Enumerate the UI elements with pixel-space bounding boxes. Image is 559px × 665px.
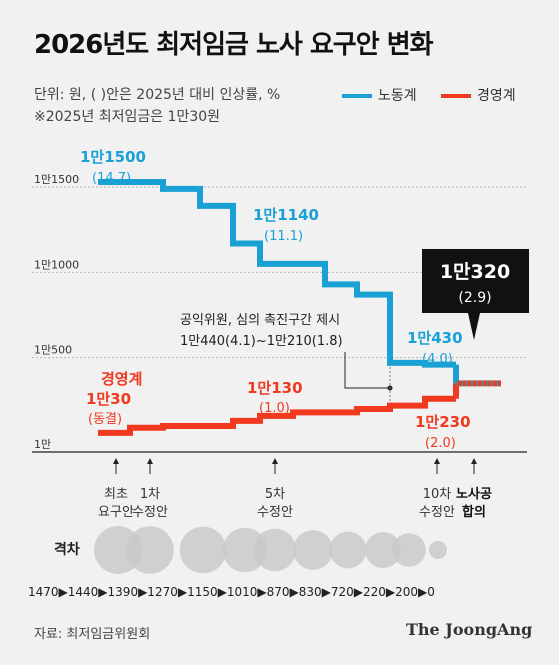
label-labor-10th-rate: (4.0) — [422, 352, 453, 367]
stage-marker-arrow — [113, 458, 119, 464]
y-tick-label: 1만1000 — [34, 258, 79, 271]
label-labor-5th-value: 1만1140 — [253, 206, 319, 224]
base-wage-note: ※2025년 최저임금은 1만30원 — [34, 109, 221, 125]
agreed-stripe-dark — [486, 380, 489, 387]
series-labor-line — [98, 179, 456, 368]
page-title: 2026년도 최저임금 노사 요구안 변화 — [34, 30, 434, 60]
chart-series — [98, 179, 501, 436]
y-tick-label: 1만1500 — [34, 173, 79, 186]
gap-bubble — [222, 527, 268, 573]
agreed-stripe-dark — [456, 380, 459, 387]
brand-logo: The JoongAng — [406, 620, 533, 639]
label-business-5th-rate: (1.0) — [259, 401, 290, 416]
stage-marker-arrow — [434, 458, 440, 464]
gap-bubble — [364, 531, 402, 569]
agreed-stripe-dark — [471, 380, 474, 387]
agreed-callout-box — [422, 249, 529, 313]
stage-label: 수정안 — [132, 505, 168, 520]
stage-marker-arrow — [471, 458, 477, 464]
stage-label: 수정안 — [257, 505, 293, 520]
stage-label: 수정안 — [419, 505, 455, 520]
label-labor-5th-rate: (11.1) — [264, 229, 303, 244]
label-business-first-value: 1만30 — [86, 390, 131, 408]
label-business-10th-value: 1만230 — [415, 413, 471, 431]
stage-label: 요구안 — [98, 505, 134, 520]
label-agreed-value: 1만320 — [440, 261, 510, 283]
label-agreed-rate: (2.9) — [458, 290, 491, 306]
agreed-stripe-dark — [491, 380, 494, 387]
label-labor-10th-value: 1만430 — [407, 329, 463, 347]
gap-bubble — [179, 526, 227, 574]
agreed-stripe-dark — [476, 380, 479, 387]
gap-bubble — [126, 526, 174, 574]
gap-bubble — [293, 530, 333, 570]
agreed-stripe-red — [493, 380, 496, 387]
y-tick-label: 1만 — [34, 438, 51, 451]
agreed-stripe-dark — [481, 380, 484, 387]
agreed-stripe-dark — [496, 380, 499, 387]
label-labor-first-rate: (14.7) — [92, 171, 131, 186]
stage-label: 노사공 — [456, 486, 492, 502]
y-tick-label: 1만500 — [34, 344, 72, 357]
gap-bubble — [429, 541, 447, 559]
annotation-title: 공익위원, 심의 촉진구간 제시 — [180, 313, 340, 328]
gap-bubble — [392, 533, 426, 567]
agreed-stripe-red — [488, 380, 491, 387]
stage-label: 최초 — [104, 487, 128, 502]
stage-label: 1차 — [140, 487, 160, 502]
agreed-stripe-red — [483, 380, 486, 387]
annotation-range: 1만440(4.1)~1만210(1.8) — [180, 334, 343, 349]
source-note: 자료: 최저임금위원회 — [34, 627, 151, 642]
stage-marker-arrow — [147, 458, 153, 464]
gap-sequence: 1470▶1440▶1390▶1270▶1150▶1010▶870▶830▶72… — [28, 585, 435, 599]
agreed-stripe-red — [478, 380, 481, 387]
label-business-name: 경영계 — [101, 370, 142, 388]
series-business-line — [98, 395, 456, 436]
agreed-stripe-red — [473, 380, 476, 387]
legend-labor-swatch — [342, 94, 372, 98]
y-axis-ticks: 1만 1만500 1만1000 1만1500 — [34, 173, 79, 451]
stage-marker-arrow — [272, 458, 278, 464]
chart-labels: 1만1500 (14.7) 1만1140 (11.1) 1만430 (4.0) 경영계 1만3… — [80, 148, 529, 451]
agreed-stripe-red — [463, 380, 466, 387]
unit-note: 단위: 원, ( )안은 2025년 대비 인상률, % — [34, 87, 281, 103]
legend-business-label: 경영계 — [477, 88, 516, 104]
agreed-callout-pointer — [468, 313, 480, 340]
label-business-10th-rate: (2.0) — [425, 436, 456, 451]
gap-bubble — [329, 531, 367, 569]
annotation-leader — [344, 352, 390, 389]
label-business-5th-value: 1만130 — [247, 379, 303, 397]
legend-labor-label: 노동계 — [378, 88, 417, 104]
gap-bubble — [253, 528, 297, 572]
stage-label: 5차 — [265, 487, 285, 502]
label-labor-first-value: 1만1500 — [80, 148, 146, 166]
agreed-stripe-red — [458, 380, 461, 387]
agreed-stripe-red — [498, 380, 501, 387]
gap-bubbles: 격차 1470▶1440▶1390▶1270▶1150▶1010▶870▶830▶… — [28, 526, 447, 599]
agreed-stripe-dark — [466, 380, 469, 387]
label-business-first-rate: (동결) — [88, 412, 122, 427]
legend-business-swatch — [441, 94, 471, 98]
stage-label: 합의 — [462, 504, 486, 520]
agreed-stripe-red — [468, 380, 471, 387]
agreed-stripe-dark — [461, 380, 464, 387]
stage-label: 10차 — [423, 487, 452, 502]
gap-title: 격차 — [54, 541, 80, 558]
